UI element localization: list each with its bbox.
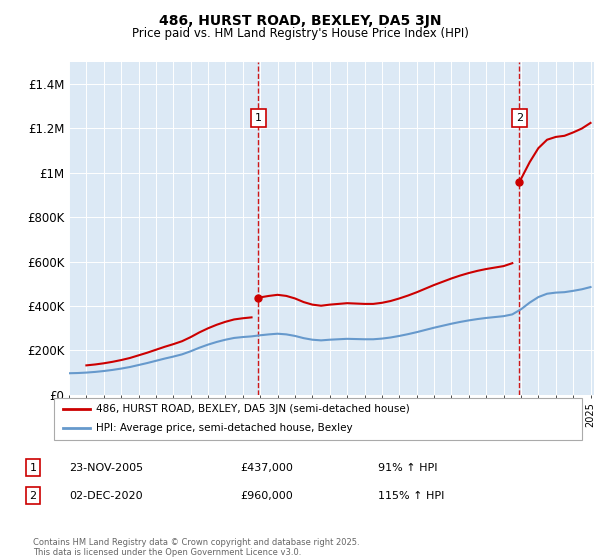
Text: Price paid vs. HM Land Registry's House Price Index (HPI): Price paid vs. HM Land Registry's House … [131, 27, 469, 40]
Text: 23-NOV-2005: 23-NOV-2005 [69, 463, 143, 473]
Text: 1: 1 [255, 113, 262, 123]
Text: 115% ↑ HPI: 115% ↑ HPI [378, 491, 445, 501]
Text: 02-DEC-2020: 02-DEC-2020 [69, 491, 143, 501]
Text: HPI: Average price, semi-detached house, Bexley: HPI: Average price, semi-detached house,… [96, 423, 353, 433]
Text: £437,000: £437,000 [240, 463, 293, 473]
Text: Contains HM Land Registry data © Crown copyright and database right 2025.
This d: Contains HM Land Registry data © Crown c… [33, 538, 359, 557]
Text: £960,000: £960,000 [240, 491, 293, 501]
Text: 2: 2 [29, 491, 37, 501]
Text: 91% ↑ HPI: 91% ↑ HPI [378, 463, 437, 473]
Text: 486, HURST ROAD, BEXLEY, DA5 3JN: 486, HURST ROAD, BEXLEY, DA5 3JN [159, 14, 441, 28]
Text: 2: 2 [515, 113, 523, 123]
Text: 1: 1 [29, 463, 37, 473]
Text: 486, HURST ROAD, BEXLEY, DA5 3JN (semi-detached house): 486, HURST ROAD, BEXLEY, DA5 3JN (semi-d… [96, 404, 410, 414]
